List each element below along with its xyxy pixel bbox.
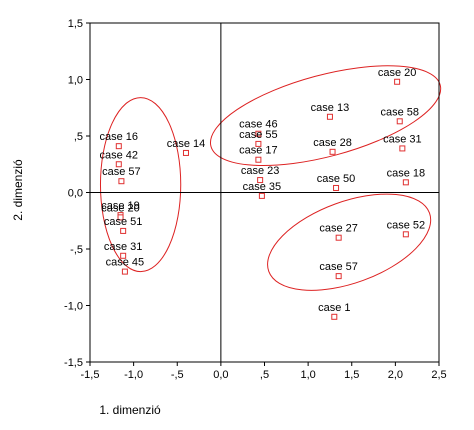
y-tick-label: -,5 <box>70 244 83 256</box>
data-point <box>329 148 336 155</box>
ellipse-layer <box>99 65 442 291</box>
y-tick-label: ,5 <box>74 131 83 143</box>
x-tick-label: -,5 <box>171 369 184 381</box>
data-point <box>399 145 406 152</box>
point-label: case 57 <box>102 166 141 178</box>
point-label: case 51 <box>104 216 143 228</box>
data-point <box>258 192 265 199</box>
point-label: case 42 <box>100 149 139 161</box>
point-label: case 31 <box>383 133 422 145</box>
point-label: case 58 <box>380 106 419 118</box>
data-point <box>335 234 342 241</box>
x-tick-label: 1,5 <box>344 369 359 381</box>
data-point <box>326 113 333 120</box>
data-point <box>402 179 409 186</box>
data-point <box>115 161 122 168</box>
point-label: case 20 <box>378 67 417 79</box>
data-point <box>182 149 189 156</box>
data-point <box>255 130 262 137</box>
point-label: case 17 <box>239 145 278 157</box>
data-point <box>331 313 338 320</box>
point-label: case 27 <box>319 223 358 235</box>
point-label: case 45 <box>106 257 145 269</box>
data-point <box>255 156 262 163</box>
data-point <box>396 118 403 125</box>
point-label: case 14 <box>167 138 206 150</box>
y-tick-label: -1,5 <box>64 357 83 369</box>
x-tick-label: 2,5 <box>431 369 446 381</box>
data-point <box>333 184 340 191</box>
x-tick-label: 1,0 <box>300 369 315 381</box>
point-label: case 55 <box>239 129 278 141</box>
data-point <box>120 227 127 234</box>
ellipse-lower-right-group <box>267 193 432 291</box>
point-label: case 18 <box>387 167 426 179</box>
point-label: case 31 <box>104 241 143 253</box>
point-label: case 52 <box>387 219 426 231</box>
y-tick-label: 0,0 <box>68 188 83 200</box>
data-point <box>335 273 342 280</box>
data-point <box>402 231 409 238</box>
data-point <box>255 140 262 147</box>
ellipse-upper-right-group <box>209 65 442 167</box>
data-point <box>120 252 127 259</box>
x-tick-label: -1,0 <box>124 369 143 381</box>
data-point <box>257 177 264 184</box>
x-tick-label: -1,5 <box>81 369 100 381</box>
x-axis-title: 1. dimenzió <box>99 403 161 417</box>
point-label: case 19 <box>101 200 140 212</box>
x-tick-label: ,5 <box>260 369 269 381</box>
point-label: case 20 <box>101 202 140 214</box>
x-tick-label: 2,0 <box>388 369 403 381</box>
point-label: case 46 <box>239 119 278 131</box>
point-label: case 1 <box>318 302 350 314</box>
y-axis-ticks: -1,5 -1,0 -,5 0,0 ,5 1,0 1,5 <box>64 18 90 369</box>
data-point <box>115 143 122 150</box>
y-axis-title: 2. dimenzió <box>11 159 25 221</box>
point-label: case 28 <box>313 137 352 149</box>
x-axis-ticks: -1,5 -1,0 -,5 0,0 ,5 1,0 1,5 2,0 2,5 <box>81 362 447 381</box>
point-label: case 57 <box>319 261 358 273</box>
y-tick-label: -1,0 <box>64 301 83 313</box>
data-point <box>121 268 128 275</box>
point-label: case 50 <box>317 173 356 185</box>
point-label: case 13 <box>311 102 350 114</box>
y-tick-label: 1,0 <box>68 75 83 87</box>
x-tick-label: 0,0 <box>213 369 228 381</box>
point-label: case 23 <box>241 165 280 177</box>
point-label: case 35 <box>243 181 282 193</box>
data-point <box>118 178 125 185</box>
data-point <box>394 78 401 85</box>
y-tick-label: 1,5 <box>68 18 83 30</box>
point-label: case 16 <box>100 131 139 143</box>
ellipse-left-group <box>99 97 182 273</box>
data-point <box>117 214 124 221</box>
